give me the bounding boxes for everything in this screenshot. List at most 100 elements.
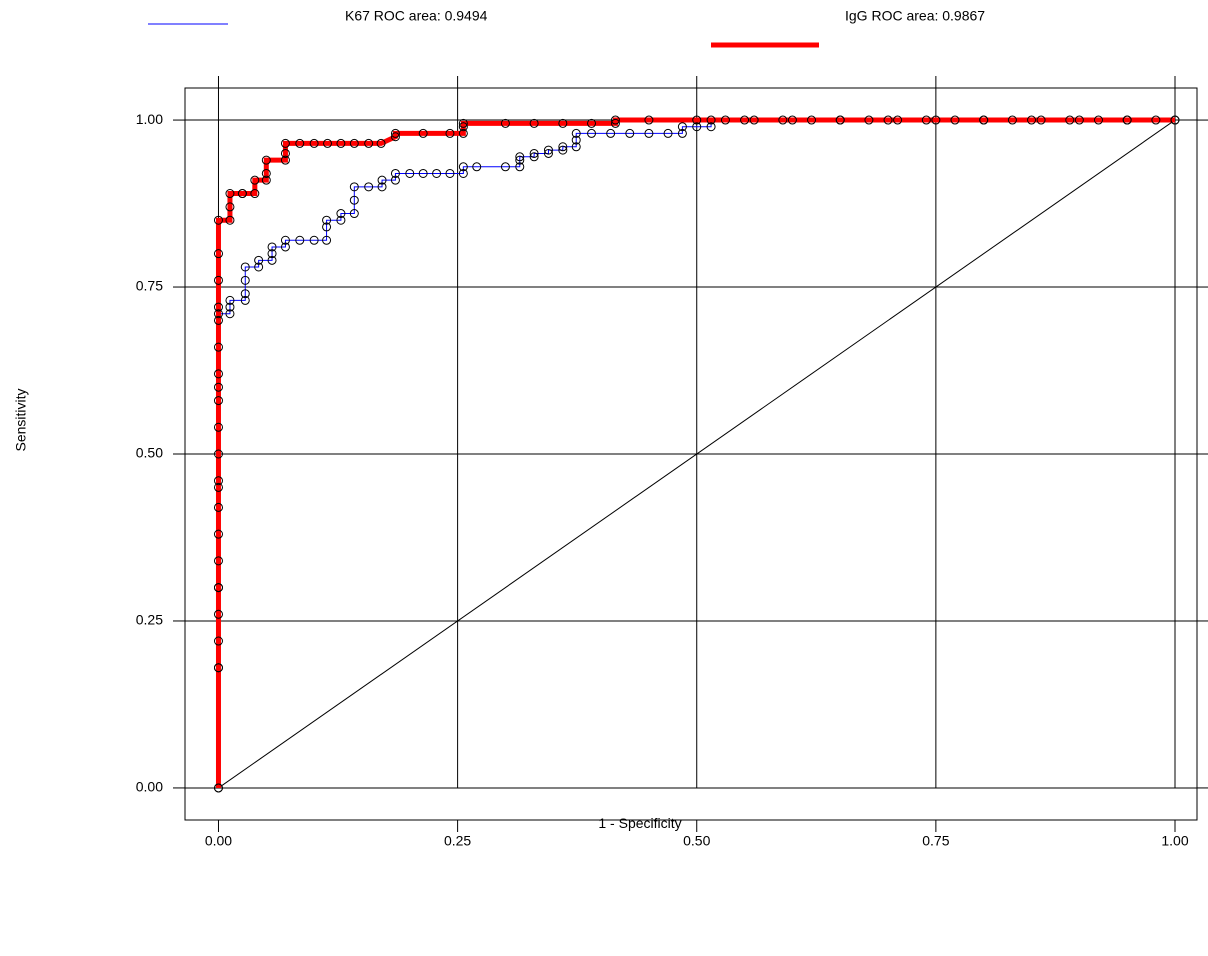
roc-point	[587, 118, 597, 128]
roc-point	[893, 115, 903, 125]
roc-point	[295, 235, 305, 245]
roc-point	[835, 115, 845, 125]
roc-point	[213, 249, 223, 259]
roc-point	[1065, 115, 1075, 125]
roc-point	[921, 115, 931, 125]
roc-point	[500, 118, 510, 128]
roc-point	[261, 175, 271, 185]
x-tick-label: 0.75	[922, 833, 949, 849]
roc-point	[280, 242, 290, 252]
roc-point	[280, 235, 290, 245]
y-tick-label: 0.00	[136, 779, 163, 795]
roc-point	[390, 175, 400, 185]
roc-point	[267, 255, 277, 265]
roc-point	[529, 118, 539, 128]
reference-diagonal	[218, 119, 1176, 789]
roc-point	[1027, 115, 1037, 125]
roc-point	[280, 148, 290, 158]
roc-point	[250, 189, 260, 199]
roc-point	[1122, 115, 1132, 125]
y-tick-label: 0.25	[136, 612, 163, 628]
roc-point	[349, 195, 359, 205]
roc-point	[336, 215, 346, 225]
roc-point	[213, 482, 223, 492]
roc-point	[529, 152, 539, 162]
roc-point	[295, 138, 305, 148]
roc-point	[864, 115, 874, 125]
roc-point	[1074, 115, 1084, 125]
roc-point	[322, 235, 332, 245]
roc-point	[309, 235, 319, 245]
roc-point	[213, 783, 223, 793]
roc-point	[787, 115, 797, 125]
roc-point	[558, 118, 568, 128]
roc-point	[1151, 115, 1161, 125]
roc-point	[610, 115, 620, 125]
legend-label: IgG ROC area: 0.9867	[845, 8, 985, 24]
roc-point	[213, 502, 223, 512]
roc-point	[558, 142, 568, 152]
roc-point	[364, 138, 374, 148]
roc-point	[250, 175, 260, 185]
roc-point	[213, 583, 223, 593]
x-tick-label: 0.00	[205, 833, 232, 849]
roc-point	[309, 138, 319, 148]
roc-point	[376, 138, 386, 148]
roc-point	[472, 162, 482, 172]
roc-point	[543, 148, 553, 158]
roc-point	[571, 135, 581, 145]
x-tick-label: 0.25	[444, 833, 471, 849]
roc-point	[390, 128, 400, 138]
roc-point	[213, 315, 223, 325]
roc-point	[213, 302, 223, 312]
y-tick-label: 0.75	[136, 278, 163, 294]
roc-point	[720, 115, 730, 125]
roc-point	[349, 209, 359, 219]
roc-point	[280, 138, 290, 148]
roc-point	[240, 262, 250, 272]
roc-point	[213, 663, 223, 673]
roc-point	[663, 128, 673, 138]
roc-point	[377, 175, 387, 185]
roc-point	[213, 422, 223, 432]
roc-point	[225, 309, 235, 319]
roc-point	[558, 145, 568, 155]
roc-point	[418, 168, 428, 178]
roc-point	[240, 295, 250, 305]
x-axis-label: 1 - Specificity	[598, 815, 682, 831]
roc-point	[213, 382, 223, 392]
roc-point	[571, 128, 581, 138]
roc-point	[254, 255, 264, 265]
roc-point	[213, 309, 223, 319]
roc-point	[213, 476, 223, 486]
roc-point	[213, 449, 223, 459]
y-tick-label: 0.50	[136, 445, 163, 461]
roc-point	[749, 115, 759, 125]
roc-point	[377, 182, 387, 192]
y-axis-label: Sensitivity	[13, 388, 29, 451]
roc-point	[458, 118, 468, 128]
roc-point	[458, 162, 468, 172]
roc-point	[445, 128, 455, 138]
roc-point	[213, 556, 223, 566]
roc-point	[225, 295, 235, 305]
roc-point	[1007, 115, 1017, 125]
roc-point	[336, 209, 346, 219]
roc-point	[445, 168, 455, 178]
roc-point	[677, 122, 687, 132]
roc-point	[280, 155, 290, 165]
roc-point	[606, 128, 616, 138]
roc-point	[240, 275, 250, 285]
roc-point	[261, 155, 271, 165]
roc-point	[237, 189, 247, 199]
roc-point	[349, 138, 359, 148]
roc-point	[267, 242, 277, 252]
roc-point	[213, 396, 223, 406]
roc-point	[543, 145, 553, 155]
roc-point	[225, 202, 235, 212]
roc-point	[883, 115, 893, 125]
roc-point	[515, 155, 525, 165]
roc-point	[322, 222, 332, 232]
